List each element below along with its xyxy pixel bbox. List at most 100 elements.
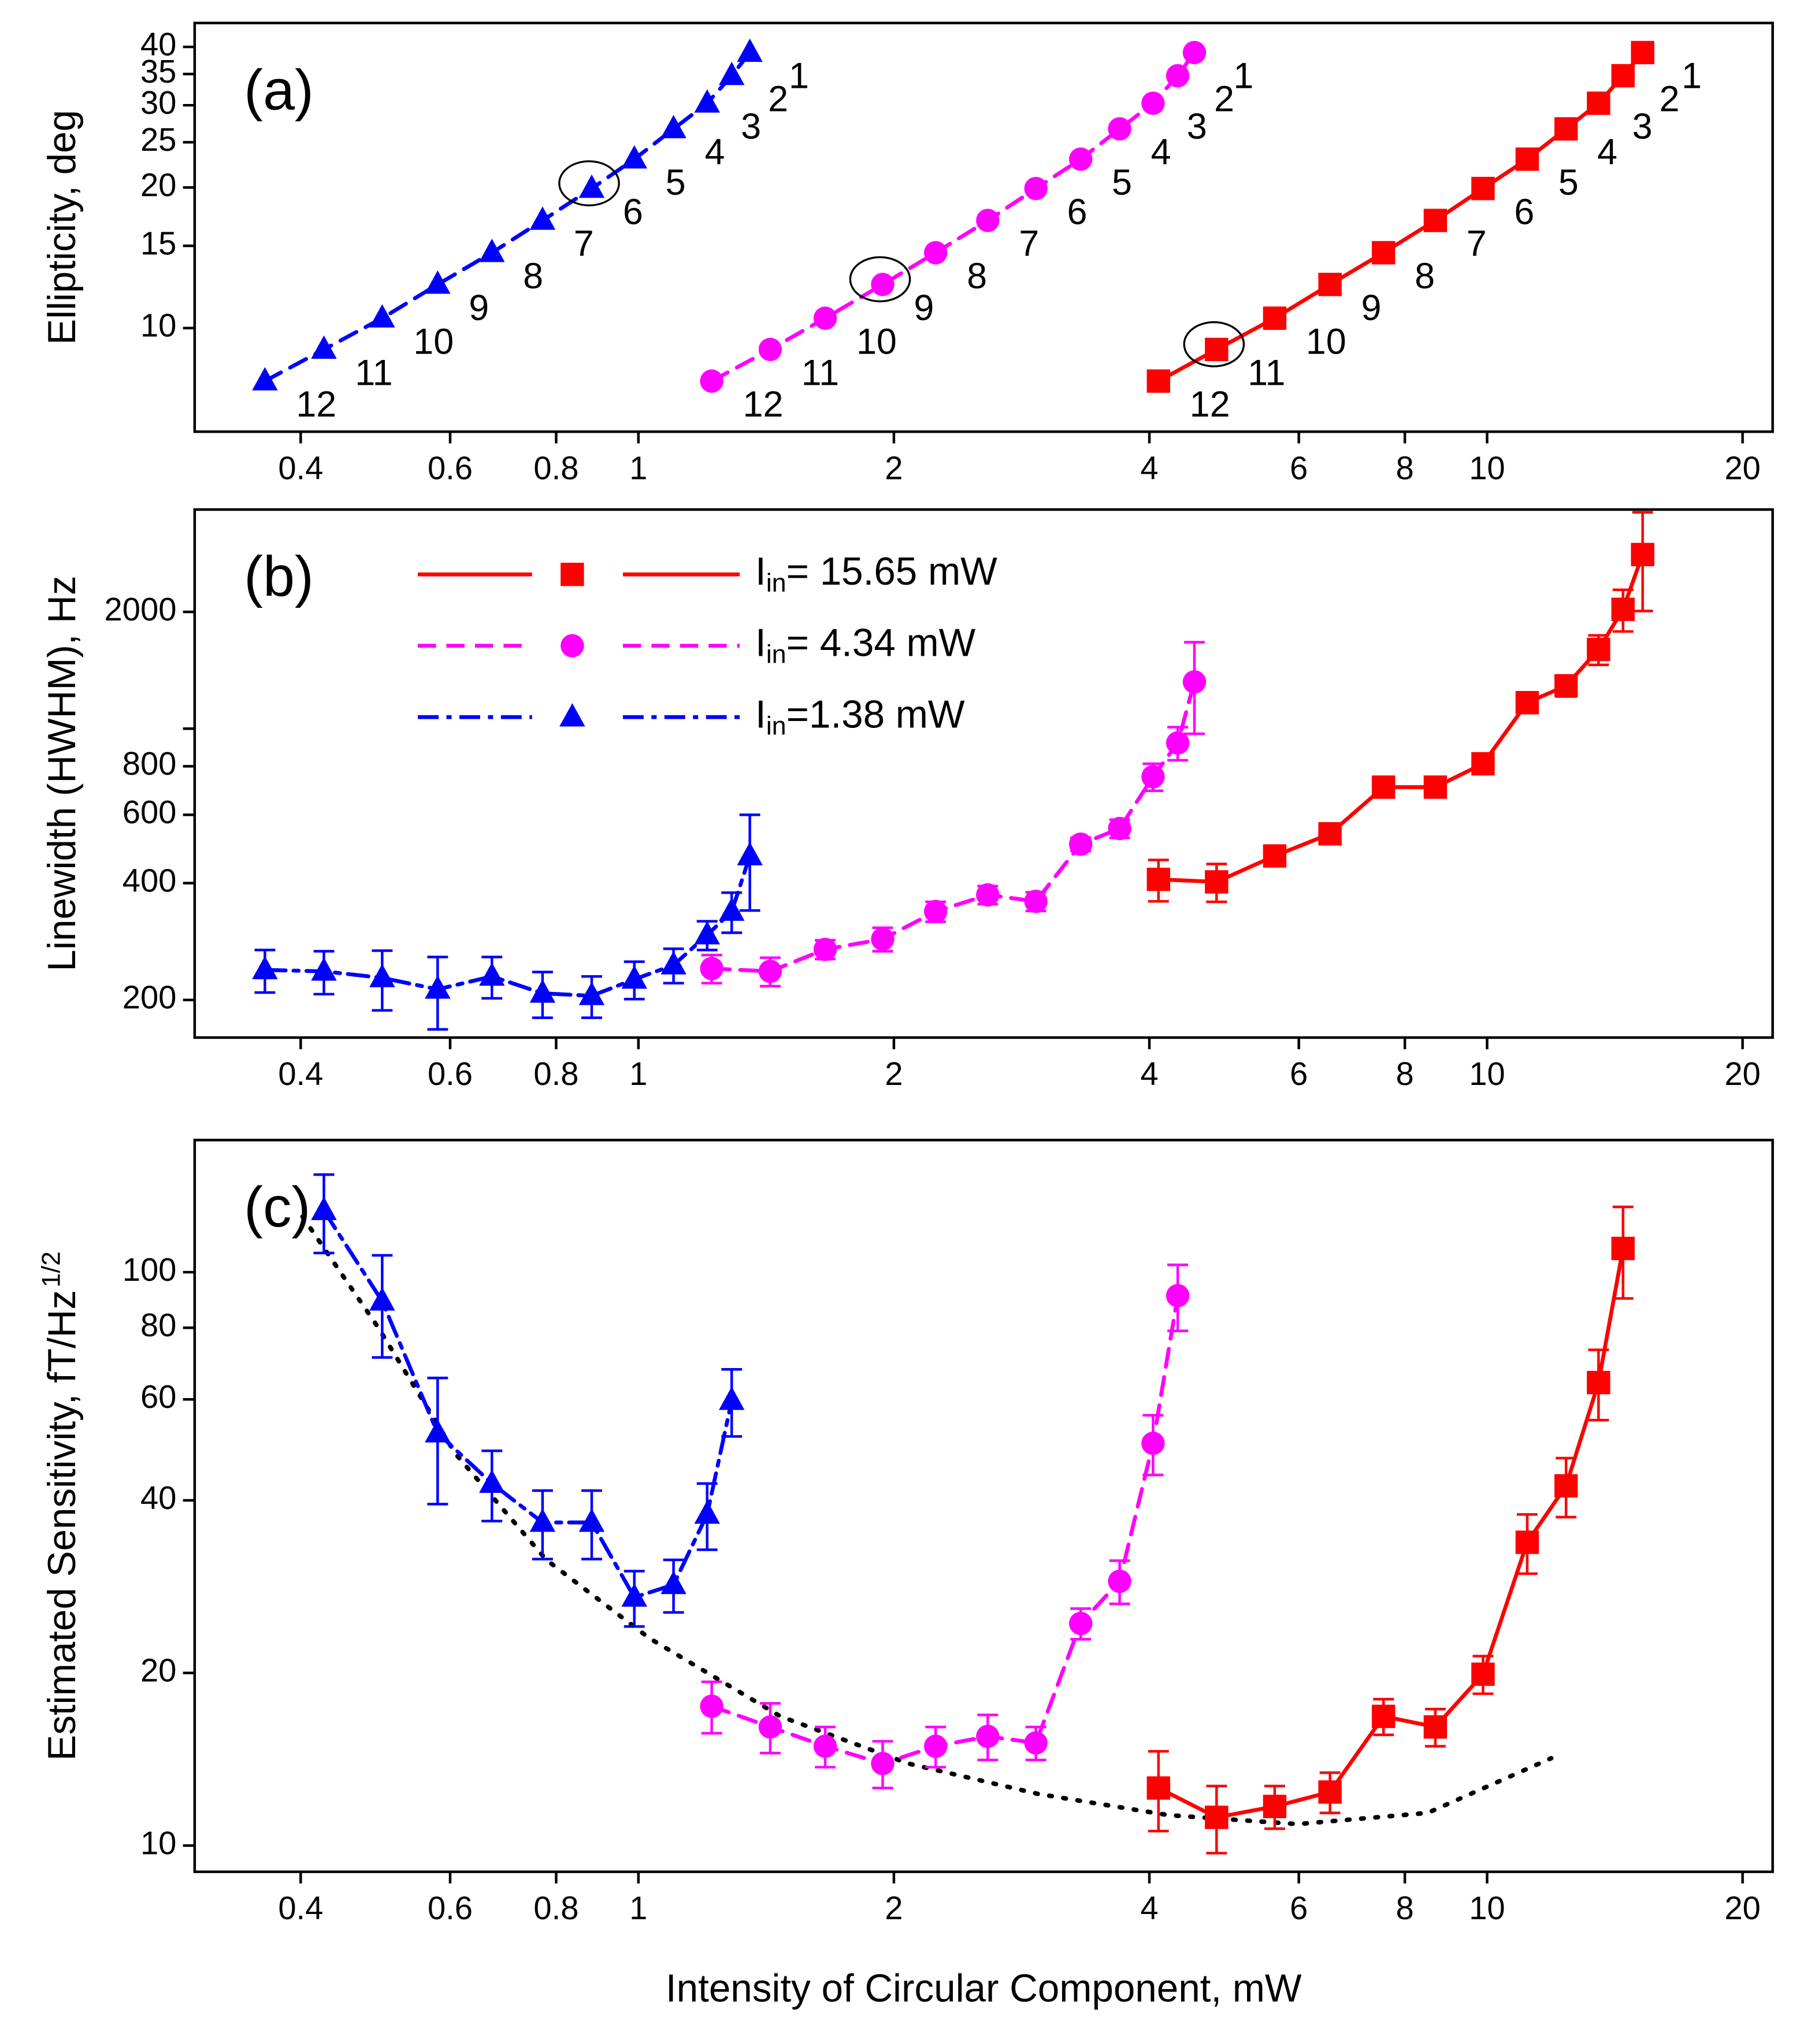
marker (1515, 1530, 1539, 1554)
marker (1205, 1805, 1229, 1829)
marker (976, 883, 1000, 907)
marker (737, 842, 763, 865)
x-tick-label: 10 (1469, 449, 1505, 486)
point-label: 1 (1233, 56, 1253, 96)
point-label: 10 (1306, 321, 1346, 362)
marker (700, 1694, 723, 1718)
y-tick-label: 800 (123, 745, 177, 782)
y-tick-label: 2000 (105, 591, 177, 627)
panel-label: (c) (244, 1175, 310, 1239)
marker (737, 38, 763, 62)
marker (425, 975, 451, 999)
marker (1318, 273, 1342, 296)
point-label: 9 (914, 288, 934, 328)
point-label: 5 (666, 162, 686, 203)
marker (369, 964, 395, 987)
x-tick-label: 1 (629, 1056, 647, 1092)
marker (1108, 816, 1131, 841)
marker (1146, 369, 1170, 393)
marker (1205, 337, 1229, 362)
panel-label: (a) (244, 58, 314, 121)
marker (976, 209, 1000, 232)
x-tick-label: 10 (1469, 1056, 1505, 1092)
marker (1166, 64, 1190, 88)
x-tick-label: 1 (629, 449, 647, 486)
marker (1631, 542, 1654, 567)
point-label: 8 (967, 256, 987, 296)
marker (1631, 40, 1654, 65)
marker (1471, 752, 1495, 776)
y-tick-label: 400 (123, 862, 177, 898)
y-tick-label: 20 (140, 166, 176, 203)
point-label: 9 (1361, 288, 1382, 328)
point-label: 12 (296, 384, 336, 425)
marker (1471, 177, 1495, 200)
point-label: 10 (856, 321, 897, 362)
point-label: 7 (1467, 224, 1487, 264)
fit-line (710, 1294, 1180, 1766)
x-tick-label: 6 (1290, 1056, 1308, 1092)
panel-label: (b) (244, 545, 314, 608)
marker (1423, 1715, 1448, 1739)
marker (529, 1508, 556, 1532)
marker (1068, 147, 1093, 171)
plot-frame (193, 1139, 1774, 1874)
marker (1611, 597, 1635, 621)
highlight-circle (1183, 321, 1245, 367)
marker (1318, 1780, 1342, 1804)
point-label: 3 (741, 106, 761, 147)
y-tick-label: 80 (140, 1307, 176, 1343)
x-tick-label: 0.8 (533, 449, 578, 486)
marker (559, 703, 585, 727)
marker (1554, 674, 1578, 698)
marker (425, 1419, 451, 1443)
highlight-circle (558, 160, 620, 207)
y-tick-label: 200 (123, 979, 177, 1016)
marker (621, 145, 647, 169)
x-tick-label: 6 (1290, 1890, 1308, 1926)
x-tick-label: 20 (1724, 1890, 1760, 1926)
marker (1024, 1731, 1048, 1755)
marker (758, 1715, 782, 1739)
legend-label: Iin= 4.34 mW (755, 622, 976, 669)
marker (252, 367, 278, 391)
x-tick-label: 1 (629, 1890, 647, 1926)
point-label: 6 (1067, 192, 1088, 232)
point-label: 1 (1682, 56, 1702, 96)
x-tick-label: 8 (1396, 1056, 1413, 1092)
point-label: 9 (469, 288, 489, 328)
point-label: 2 (768, 79, 788, 120)
marker (1318, 822, 1342, 846)
marker (1068, 832, 1093, 856)
x-tick-label: 2 (885, 1056, 903, 1092)
y-tick-label: 40 (140, 26, 176, 62)
marker (923, 900, 948, 923)
x-tick-label: 20 (1724, 1056, 1760, 1092)
fit-line (263, 50, 752, 384)
y-tick-label: 20 (140, 1652, 176, 1689)
point-label: 12 (743, 384, 784, 425)
point-label: 7 (574, 224, 594, 264)
fit-line (1156, 552, 1645, 884)
plot-frame (193, 508, 1774, 1039)
x-tick-label: 0.6 (428, 1056, 473, 1092)
point-label: 7 (1019, 224, 1039, 264)
marker (1515, 691, 1539, 715)
marker (1024, 177, 1048, 200)
marker (923, 1734, 948, 1758)
marker (1423, 775, 1448, 799)
marker (1146, 867, 1170, 891)
x-tick-label: 4 (1140, 1890, 1158, 1926)
marker (813, 306, 837, 330)
x-tick-label: 0.4 (278, 449, 323, 486)
point-label: 6 (623, 192, 643, 232)
marker (1423, 209, 1448, 232)
marker (621, 1583, 647, 1607)
marker (578, 174, 605, 198)
marker (1611, 64, 1635, 88)
marker (1166, 1284, 1190, 1307)
x-tick-label: 8 (1396, 1890, 1413, 1926)
point-label: 2 (1214, 79, 1234, 120)
x-tick-label: 4 (1140, 449, 1158, 486)
point-label: 3 (1632, 106, 1653, 147)
